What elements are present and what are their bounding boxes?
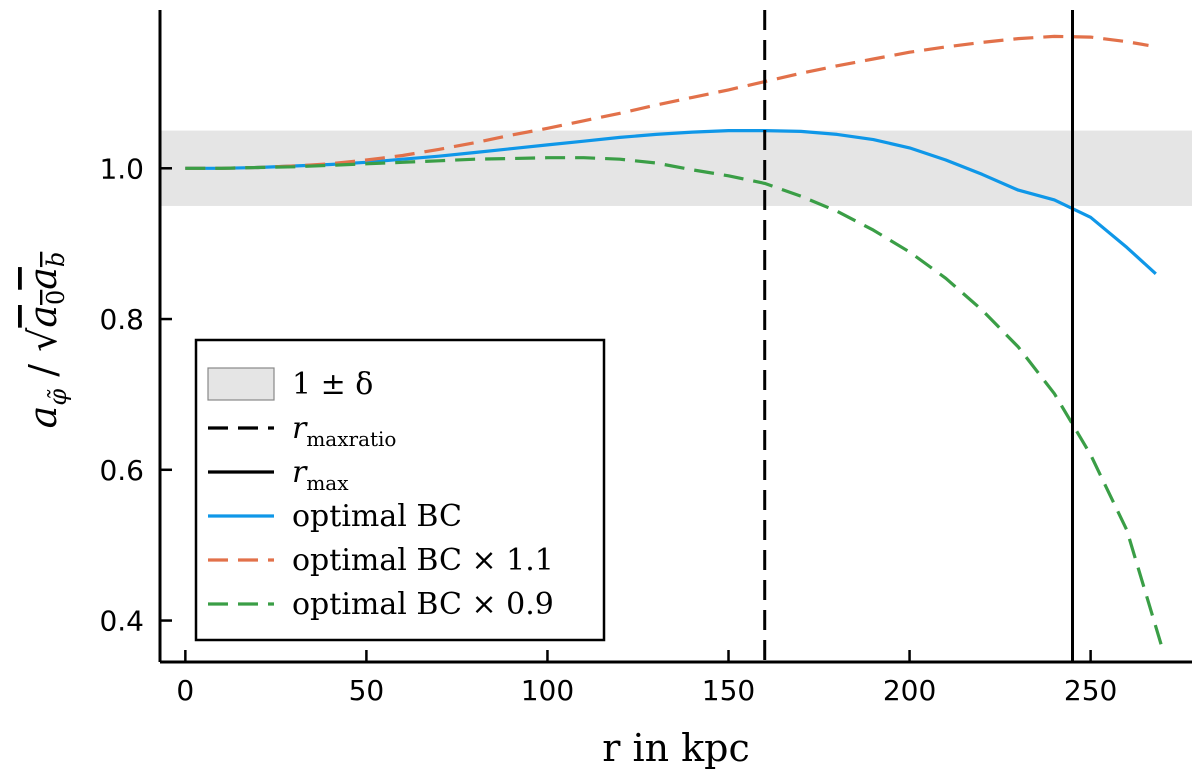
y-tick-label: 1.0 [99, 152, 144, 185]
legend-swatch-band [207, 367, 275, 401]
legend-label-1: 1 ± δ [292, 367, 373, 402]
svg-text:aφ̃ / √a0ab: aφ̃ / √a0ab [21, 252, 72, 429]
legend-label-4: optimal BC [292, 499, 462, 534]
legend-label-6: optimal BC × 0.9 [292, 587, 554, 622]
x-tick-label: 200 [883, 674, 936, 707]
y-tick-label: 0.8 [99, 303, 144, 336]
series-line-2 [185, 34, 1149, 170]
x-axis-label: r in kpc [602, 726, 750, 770]
axes-layer: 0 50 100 150 200 250 0.4 0.6 0.8 1.0 [99, 10, 1192, 707]
y-tick-label: 0.4 [99, 605, 144, 638]
y-tick-label: 0.6 [99, 454, 144, 487]
x-tick-label: 0 [176, 674, 194, 707]
x-tick-label: 250 [1064, 674, 1117, 707]
legend-label-3: rmax [292, 455, 349, 495]
y-axis-label: aφ̃ / √a0ab [21, 252, 72, 429]
vline-layer [763, 10, 1075, 662]
x-tick-label: 50 [349, 674, 385, 707]
series-layer [185, 34, 1165, 652]
legend-label-2: rmaxratio [292, 411, 396, 451]
series-line-3 [185, 156, 1165, 652]
x-tick-label: 150 [702, 674, 755, 707]
legend-label-5: optimal BC × 1.1 [292, 543, 554, 578]
x-tick-label: 100 [521, 674, 574, 707]
